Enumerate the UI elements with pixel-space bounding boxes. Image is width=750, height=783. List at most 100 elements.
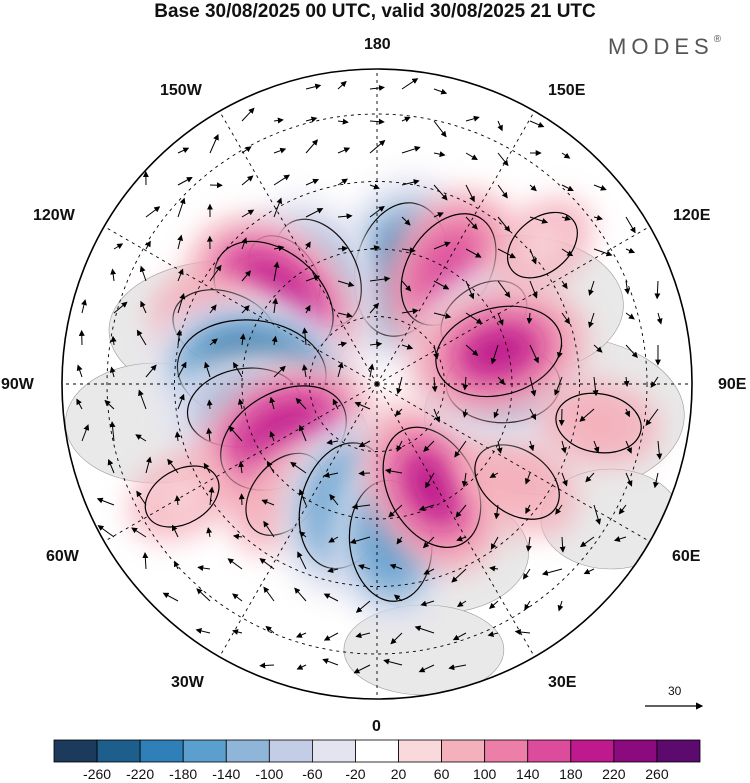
colorbar-swatch [656,739,701,763]
wind-vector [457,600,467,607]
anomaly-cell [408,285,590,418]
wind-vector [465,344,479,356]
wind-vector [295,632,307,638]
wind-vector [358,440,371,447]
wind-vector [433,280,450,290]
wind-vector [624,408,630,418]
wind-vector [301,327,308,346]
wind-vector [592,376,599,397]
wind-vector [583,568,595,575]
wind-vector [554,376,563,396]
wind-vector [423,568,435,575]
wind-vector [561,280,568,290]
map-border [61,68,693,700]
wind-vector [354,401,371,410]
wind-vector [238,461,245,474]
wind-vector [497,280,511,298]
wind-vector [433,212,444,218]
colorbar-tick-label: 180 [559,766,583,782]
wind-vector [394,408,403,417]
wind-vector [433,312,452,319]
wind-vector [497,152,509,167]
colorbar-swatch [53,739,98,763]
wind-vector [337,245,349,252]
wind-vector [328,536,339,543]
colorbar-swatch [268,739,313,763]
wind-vector [465,216,478,230]
wind-vector [529,184,537,192]
wind-vector [294,587,307,602]
wind-vector [273,147,287,154]
wind-vector [452,632,467,641]
wind-vector [176,329,183,346]
wind-vector [298,424,307,442]
wind-vector [396,440,403,452]
colorbar-swatch [182,739,227,763]
wind-vector [645,408,659,426]
wind-vector [561,472,568,487]
wind-vector [414,625,435,634]
wind-vector [461,472,468,488]
wind-vector [337,147,351,154]
wind-vector [401,308,419,315]
wind-vector [173,560,180,570]
colorbar-swatch [139,739,184,763]
wind-vector [195,628,211,634]
wind-vector [337,213,353,220]
wind-vector [401,280,412,292]
lon-label-90e: 90E [718,376,747,393]
wind-vector [304,304,311,314]
wind-vector [456,535,467,542]
colorbar-swatch [527,739,572,763]
wind-vector [332,398,339,410]
wind-vector [465,115,480,122]
wind-vector [393,594,403,602]
wind-vector [388,504,403,518]
wind-vector [145,240,151,250]
wind-vector [269,430,276,442]
wind-vector [145,456,152,474]
wind-vector [263,520,275,538]
wind-vector [465,248,482,258]
wind-vector [305,241,311,250]
wind-vector [623,376,630,387]
wind-vector [109,366,116,378]
wind-vector [455,504,467,518]
wind-vector [579,408,595,422]
wind-vector [422,536,435,549]
wind-vector [418,504,435,512]
wind-vector [241,146,252,154]
anomaly-cell [492,197,593,293]
wind-vector [337,178,348,186]
colorbar-swatch [225,739,270,763]
wind-vector [273,365,286,378]
wind-vector [295,397,307,410]
wind-vector [529,280,538,299]
wind-vector [383,658,403,666]
colorbar [53,739,701,763]
wind-vector [241,107,255,122]
wind-vector [496,440,503,454]
lon-label-60w: 60W [46,548,79,565]
wind-vector [493,504,500,520]
wind-vector [433,184,448,201]
wind-vector [177,234,184,250]
latitude-circle [309,316,445,452]
wind-vector [561,152,571,159]
wind-vector [327,567,339,574]
wind-vector [529,408,537,421]
vector-scale-label: 30 [668,684,682,698]
wind-vector [487,631,499,638]
wind-vector [290,461,307,474]
wind-vector [263,586,275,602]
colorbar-tick-label: 20 [390,766,407,782]
wind-vector [462,408,469,418]
wind-vector [389,563,403,570]
wind-vector [561,184,574,191]
wind-vector [369,205,385,218]
wind-vector [433,344,439,360]
wind-vector [305,139,319,154]
wind-vector [227,558,243,570]
colorbar-tick-label: -60 [302,766,323,782]
wind-vector [337,80,347,90]
